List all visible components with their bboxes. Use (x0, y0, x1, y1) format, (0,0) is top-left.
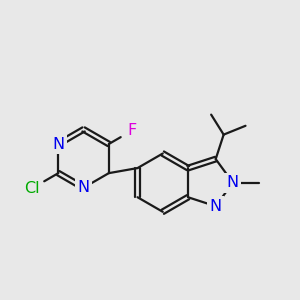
Text: N: N (227, 175, 239, 190)
Text: N: N (77, 180, 90, 195)
Text: F: F (127, 123, 136, 138)
Text: N: N (210, 199, 222, 214)
Text: N: N (52, 136, 64, 152)
Text: Cl: Cl (25, 181, 40, 196)
